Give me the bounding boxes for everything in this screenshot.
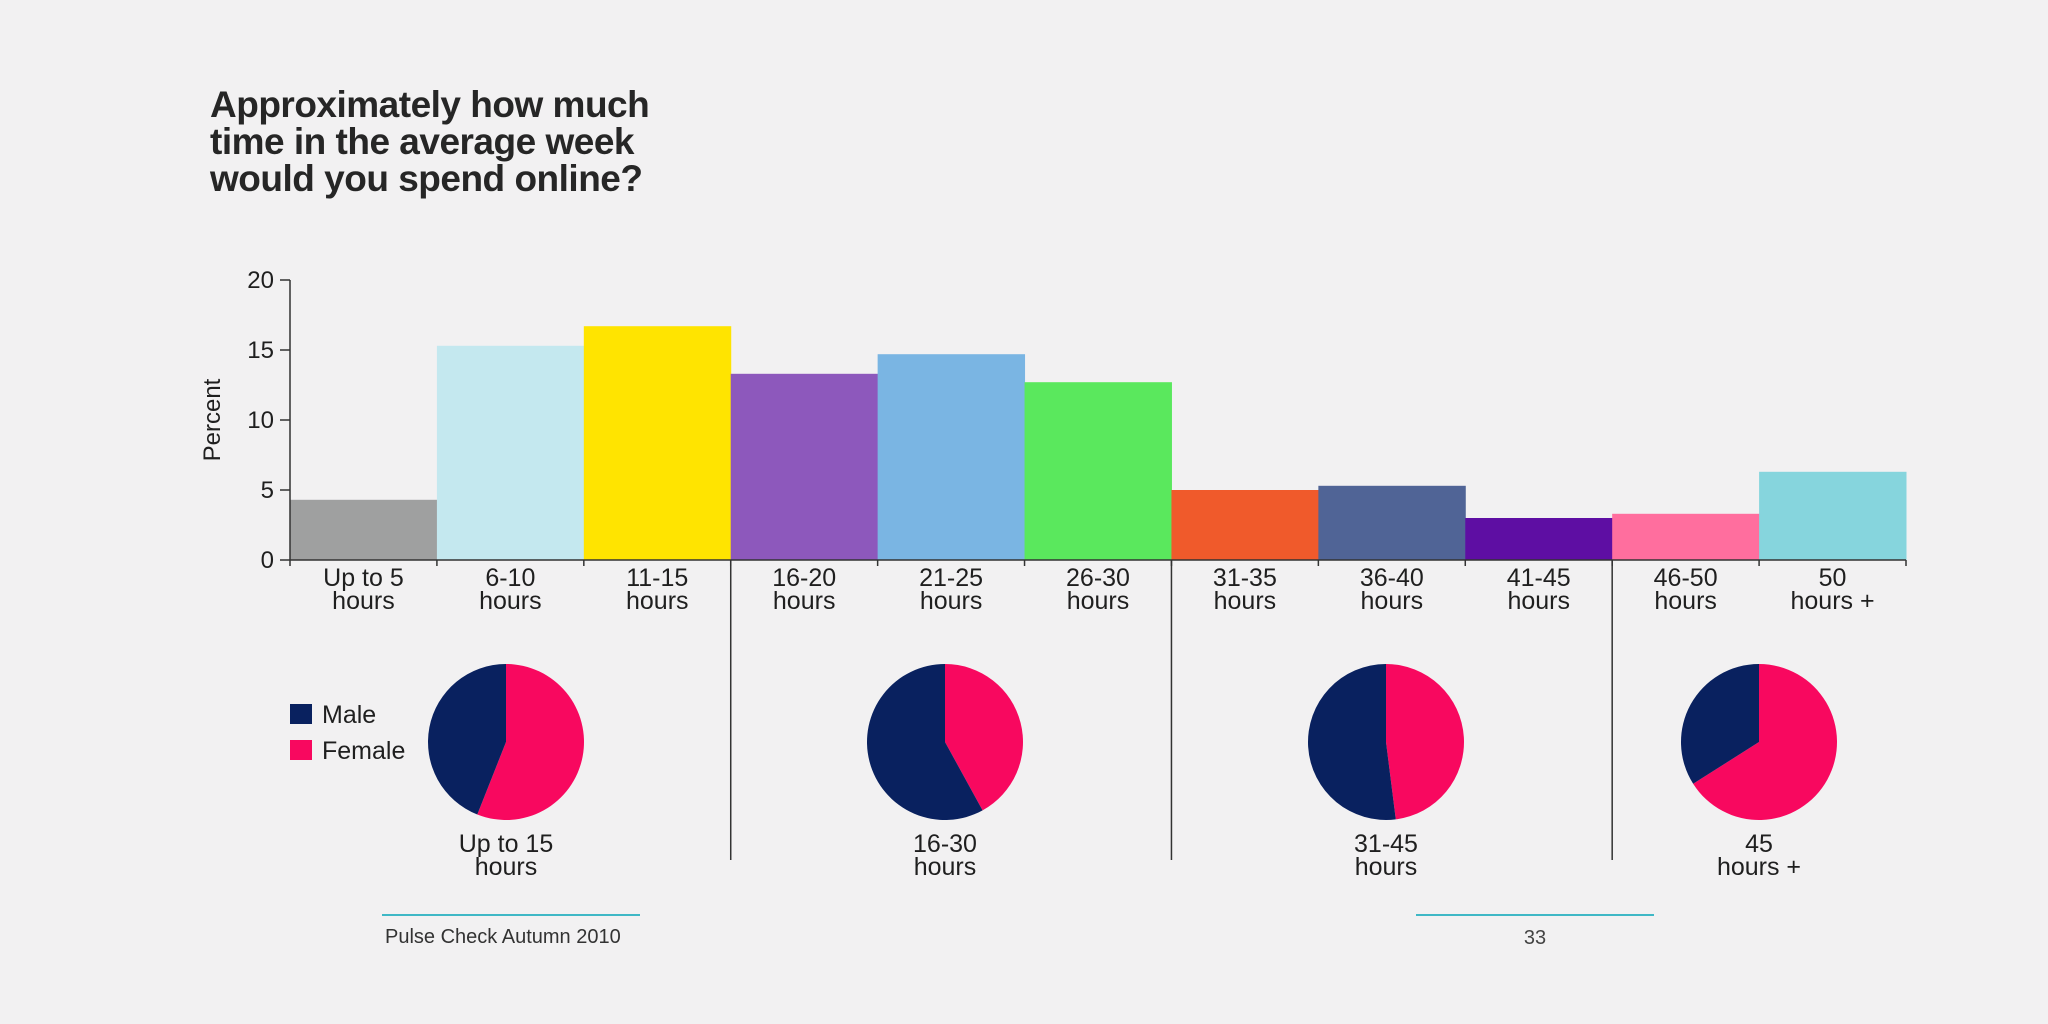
x-tick-label: 31-35 hours [1213,564,1277,615]
bar-7 [1171,490,1319,560]
bar-9 [1465,518,1613,560]
pie-slice-male [1308,664,1396,820]
pie-slice-female [477,664,584,820]
pie-slice-female [945,664,1024,811]
bar-8 [1318,485,1466,560]
pie-charts: Up to 15 hours 16-30 hours 31-45 hours 45 hours… [427,664,1838,881]
y-axis-label: Percent [199,378,226,461]
footer-rule-right [1416,914,1654,916]
x-tick-label: 50 hours + [1790,564,1874,615]
legend-swatch-female [290,740,312,760]
pie-slice-female [1386,664,1465,820]
footer-text: Pulse Check Autumn 2010 [385,926,621,948]
x-tick-label: 36-40 hours [1360,564,1424,615]
bar-3 [583,326,732,560]
x-tick-label: 46-50 hours [1654,564,1718,615]
x-tick-label: 21-25 hours [919,564,983,615]
x-tick-label: 11-15 hours [626,564,689,615]
group-separators [729,560,1613,860]
y-tick-label: 20 [247,267,274,294]
pie-slice-male [427,664,506,815]
x-tick-label: 6-10 hours [479,564,542,615]
pie-slice-male [1681,664,1759,784]
bar-4 [730,373,879,560]
bar-10 [1612,513,1760,560]
y-tick-label: 15 [247,337,274,364]
x-tick-label: 26-30 hours [1066,564,1130,615]
page-number: 33 [1523,927,1547,949]
bar-2 [436,345,585,560]
pie-label: 45 hours + [1717,830,1801,881]
legend-label-female: Female [322,737,405,765]
bar-1 [290,499,438,560]
page-title: Approximately how much time in the avera… [210,84,650,199]
legend-label-male: Male [322,701,376,729]
bar-6 [1024,382,1172,560]
legend: Male Female [290,701,405,765]
x-tick-label: 41-45 hours [1507,564,1571,615]
bar-chart [290,326,1907,560]
bar-chart-axes: 0 5 10 15 20 Percent Up to 5 hours 6-10 hours 11-1… [199,267,1907,615]
bar-5 [877,354,1026,560]
pie-label: 16-30 hours [913,830,977,881]
bar-11 [1759,471,1907,560]
x-tick-label: Up to 5 hours [323,564,404,615]
footer-rule-left [382,914,640,916]
pie-label: 31-45 hours [1354,830,1418,881]
y-tick-label: 0 [261,547,274,574]
y-tick-label: 10 [247,407,274,434]
pie-label: Up to 15 hours [459,830,554,881]
legend-swatch-male [290,704,312,724]
x-tick-label: 16-20 hours [772,564,836,615]
pie-slice-male [867,664,983,820]
y-tick-label: 5 [261,477,274,504]
pie-slice-female [1693,664,1838,820]
